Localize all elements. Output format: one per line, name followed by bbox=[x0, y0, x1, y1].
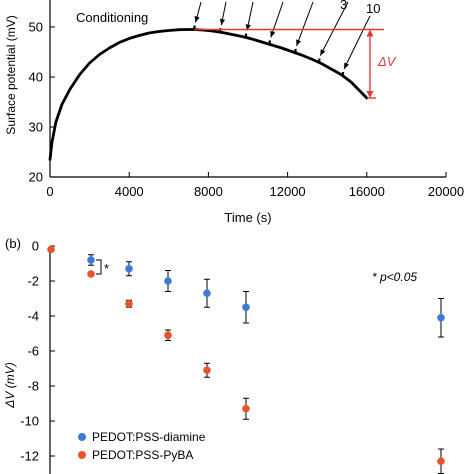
panel-a-delta-v-arrowhead-top bbox=[366, 29, 374, 37]
panel-a: 20 30 40 50 0 4000 8000 12000 16000 20000 Time (… bbox=[4, 0, 464, 225]
pyba-point bbox=[437, 457, 445, 466]
panel-a-conditioning-label: Conditioning bbox=[76, 10, 148, 25]
panel-a-y-tick-label: 30 bbox=[29, 120, 43, 135]
legend-label-diamine: PEDOT:PSS-diamine bbox=[92, 430, 206, 444]
panel-a-stimulus-arrow bbox=[296, 1, 314, 47]
panel-a-stimulus-arrowhead bbox=[344, 62, 350, 69]
panel-a-stimulus-arrow bbox=[270, 1, 284, 38]
panel-a-x-tick-label: 16000 bbox=[349, 184, 385, 199]
diamine-point bbox=[87, 256, 95, 264]
panel-a-y-tick-label: 40 bbox=[29, 70, 43, 85]
pyba-point bbox=[87, 270, 95, 278]
panel-a-stimulus-arrow bbox=[343, 15, 371, 70]
panel-a-x-tick-label: 12000 bbox=[270, 184, 306, 199]
diamine-point bbox=[242, 303, 250, 312]
panel-a-y-tick-label: 50 bbox=[29, 20, 43, 35]
panel-b-y-axis-label: ΔV (mV) bbox=[3, 362, 17, 408]
panel-a-x-tick-label: 0 bbox=[46, 184, 53, 199]
panel-b-y-tick-label: -12 bbox=[20, 449, 39, 464]
panel-b-y-tick-label: -6 bbox=[27, 344, 39, 359]
diamine-point bbox=[203, 289, 211, 298]
panel-a-y-tick-label: 20 bbox=[29, 170, 43, 185]
panel-b-y-tick-label: -10 bbox=[20, 414, 39, 429]
panel-a-y-axis-label: Surface potential (mV) bbox=[4, 15, 18, 134]
panel-b-y-tick-label: -4 bbox=[27, 309, 39, 324]
diamine-point bbox=[125, 264, 133, 273]
pyba-point bbox=[47, 245, 55, 254]
diamine-point bbox=[164, 277, 172, 285]
panel-a-delta-v-arrowhead-bottom bbox=[366, 91, 374, 98]
pyba-point bbox=[242, 404, 250, 413]
pyba-point bbox=[164, 331, 172, 340]
panel-b-y-ticks: 0 -2 -4 -6 -8 -10 -12 bbox=[20, 239, 55, 464]
diamine-point bbox=[437, 313, 445, 322]
panel-b-significance-bracket bbox=[96, 259, 102, 275]
panel-a-stimulus-arrowhead bbox=[270, 30, 276, 38]
panel-a-x-tick-label: 8000 bbox=[194, 184, 223, 199]
legend-label-pyba: PEDOT:PSS-PyBA bbox=[92, 448, 193, 462]
panel-a-stimulus-marks bbox=[193, 25, 345, 76]
panel-b: (b) 0 -2 -4 -6 -8 -10 -12 ΔV (mV) * * p<0.05 P… bbox=[3, 236, 445, 474]
panel-a-stimulus-arrowhead bbox=[194, 16, 200, 23]
panel-a-stimulus-arrowhead bbox=[296, 39, 302, 46]
panel-a-x-ticks: 0 4000 8000 12000 16000 20000 bbox=[46, 172, 464, 199]
significance-bracket-line bbox=[96, 259, 102, 275]
panel-b-legend: PEDOT:PSS-diamine PEDOT:PSS-PyBA bbox=[78, 430, 206, 462]
panel-b-heading: (b) bbox=[5, 236, 21, 251]
panel-b-data-points bbox=[47, 245, 445, 474]
panel-a-axes bbox=[49, 0, 446, 178]
panel-a-stimulus-label-3: 3 bbox=[340, 0, 347, 12]
panel-b-y-tick-label: 0 bbox=[32, 239, 39, 254]
panel-a-delta-v-label: ΔV bbox=[377, 54, 397, 69]
pyba-point bbox=[203, 366, 211, 375]
legend-marker-diamine bbox=[78, 433, 86, 441]
panel-b-p-value-note: * p<0.05 bbox=[372, 270, 417, 284]
panel-a-stimulus-arrows bbox=[194, 1, 371, 70]
pyba-point bbox=[125, 299, 133, 308]
panel-a-x-axis-label: Time (s) bbox=[224, 210, 271, 225]
panel-a-y-ticks: 20 30 40 50 bbox=[29, 20, 55, 185]
panel-a-x-tick-label: 4000 bbox=[115, 184, 144, 199]
legend-marker-pyba bbox=[78, 451, 86, 459]
panel-b-y-tick-label: -8 bbox=[27, 379, 39, 394]
panel-a-potential-curve bbox=[48, 28, 369, 161]
panel-a-stimulus-arrowhead bbox=[320, 49, 326, 56]
panel-a-stimulus-label-10: 10 bbox=[366, 1, 380, 16]
panel-b-y-tick-label: -2 bbox=[27, 274, 39, 289]
panel-b-significance-star: * bbox=[104, 261, 109, 276]
panel-a-x-tick-label: 20000 bbox=[428, 184, 464, 199]
panel-a-stimulus-arrowhead bbox=[219, 18, 226, 26]
